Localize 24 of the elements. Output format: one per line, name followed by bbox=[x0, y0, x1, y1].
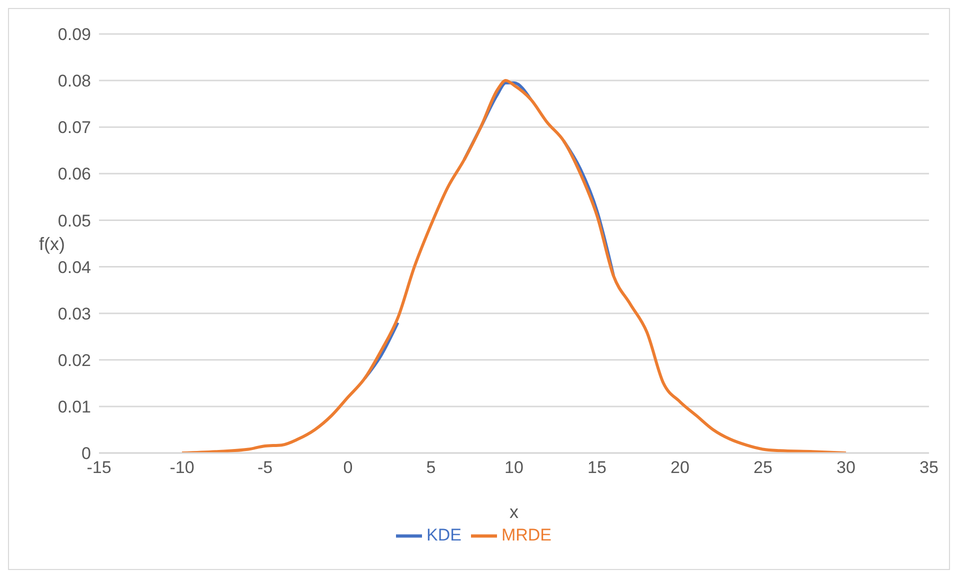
x-axis-title: x bbox=[510, 502, 518, 522]
legend-label: MRDE bbox=[501, 525, 552, 544]
x-tick-label: 15 bbox=[588, 458, 606, 478]
y-tick-label: 0.06 bbox=[58, 164, 91, 184]
y-tick-label: 0.08 bbox=[58, 72, 91, 91]
x-tick-label: 30 bbox=[836, 458, 856, 478]
y-tick-label: 0.05 bbox=[58, 211, 91, 230]
x-tick-label: 5 bbox=[426, 458, 436, 478]
y-tick-label: 0.07 bbox=[58, 118, 91, 138]
x-tick-label: -10 bbox=[170, 458, 194, 478]
y-tick-label: 0.04 bbox=[58, 258, 91, 277]
y-tick-label: 0.03 bbox=[58, 304, 91, 324]
x-tick-label: -5 bbox=[257, 458, 273, 478]
legend-label: KDE bbox=[426, 525, 462, 544]
y-tick-label: 0.09 bbox=[58, 25, 91, 44]
x-tick-label: 10 bbox=[504, 458, 524, 478]
x-tick-label: 35 bbox=[920, 458, 938, 478]
line-series bbox=[180, 79, 848, 453]
x-tick-label: 25 bbox=[754, 458, 772, 478]
x-tick-label: 0 bbox=[343, 458, 353, 478]
y-tick-label: 0.02 bbox=[58, 350, 91, 370]
y-axis-title: f(x) bbox=[39, 234, 65, 254]
x-tick-label: 20 bbox=[670, 458, 690, 478]
y-tick-label: 0.01 bbox=[58, 397, 91, 416]
